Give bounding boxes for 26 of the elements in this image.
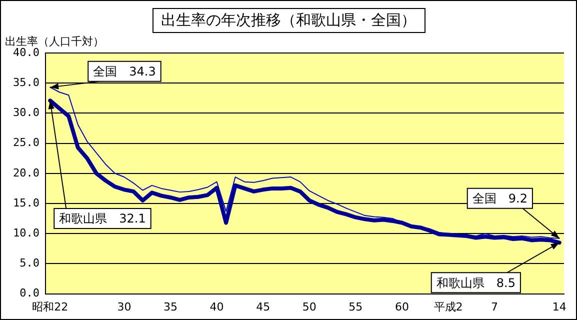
- y-tick-label: 25.0: [12, 136, 40, 150]
- y-tick-label: 0.0: [20, 286, 40, 300]
- chart-title: 出生率の年次推移（和歌山県・全国）: [152, 8, 425, 33]
- x-tick-label: 7: [491, 300, 498, 314]
- x-tick-label: 60: [394, 300, 409, 314]
- y-tick-label: 40.0: [12, 46, 40, 59]
- x-tick-label: 平成2: [434, 300, 463, 314]
- annotation: 全国 9.2: [472, 192, 528, 206]
- y-tick-label: 20.0: [12, 166, 40, 180]
- x-tick-label: 30: [117, 300, 132, 314]
- y-tick-label: 5.0: [20, 256, 40, 270]
- y-axis-title: 出生率（人口千対）: [5, 34, 104, 48]
- y-tick-label: 10.0: [12, 226, 40, 240]
- x-tick-label: 55: [348, 300, 363, 314]
- x-tick-label: 45: [256, 300, 270, 314]
- x-tick-label: 40: [210, 300, 224, 314]
- y-tick-label: 35.0: [12, 76, 40, 89]
- x-tick-label: 50: [302, 300, 316, 314]
- x-tick-label: 昭和22: [32, 300, 68, 314]
- y-tick-label: 15.0: [12, 196, 40, 210]
- x-tick-label: 14: [552, 300, 566, 314]
- x-tick-label: 35: [163, 300, 178, 314]
- annotation: 和歌山県 8.5: [436, 276, 516, 290]
- annotation: 全国 34.3: [93, 64, 156, 78]
- y-tick-label: 30.0: [12, 106, 40, 120]
- annotation: 和歌山県 32.1: [59, 212, 146, 226]
